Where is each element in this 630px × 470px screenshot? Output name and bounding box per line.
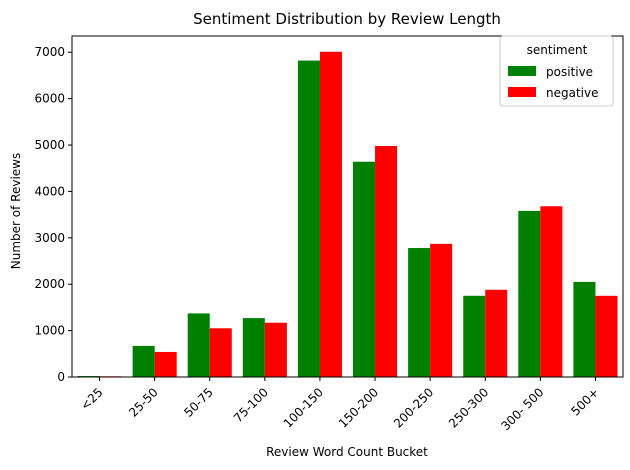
y-tick-label: 0 bbox=[57, 370, 65, 384]
x-tick-label: 250-300 bbox=[446, 385, 491, 430]
bars bbox=[77, 51, 618, 378]
x-tick-label: 75-100 bbox=[231, 385, 271, 425]
bar-positive-9 bbox=[573, 281, 596, 377]
y-tick-label: 7000 bbox=[34, 45, 65, 59]
y-tick-label: 6000 bbox=[34, 92, 65, 106]
legend-label-positive: positive bbox=[546, 65, 593, 79]
bar-negative-2 bbox=[209, 328, 232, 377]
legend-title: sentiment bbox=[527, 43, 588, 57]
legend: sentiment positive negative bbox=[499, 35, 614, 107]
y-tick-label: 2000 bbox=[34, 277, 65, 291]
bar-positive-2 bbox=[187, 313, 210, 377]
y-tick-label: 3000 bbox=[34, 231, 65, 245]
legend-swatch-negative bbox=[508, 87, 536, 97]
bar-positive-3 bbox=[242, 318, 265, 377]
bar-positive-6 bbox=[408, 248, 431, 377]
x-tick-label: <25 bbox=[78, 385, 106, 413]
bar-positive-7 bbox=[463, 295, 486, 377]
x-tick-label: 50-75 bbox=[181, 385, 216, 420]
bar-negative-1 bbox=[154, 351, 177, 377]
x-tick-label: 200-250 bbox=[391, 385, 436, 430]
chart-title: Sentiment Distribution by Review Length bbox=[193, 10, 501, 28]
y-tick-label: 1000 bbox=[34, 324, 65, 338]
x-tick-label: 500+ bbox=[568, 385, 601, 418]
bar-positive-1 bbox=[132, 345, 155, 377]
y-axis-label: Number of Reviews bbox=[9, 153, 23, 269]
bar-negative-4 bbox=[319, 51, 342, 378]
bar-positive-5 bbox=[353, 161, 376, 377]
bar-positive-4 bbox=[297, 60, 320, 378]
x-tick-label: 300- 500 bbox=[498, 385, 546, 433]
x-axis-ticks: <25 25-50 50-75 75-100 100-150 150-200 200-250… bbox=[78, 377, 602, 433]
bar-negative-6 bbox=[430, 243, 453, 377]
bar-negative-8 bbox=[540, 206, 563, 377]
bar-negative-3 bbox=[264, 322, 287, 377]
bar-negative-7 bbox=[485, 289, 508, 377]
x-tick-label: 25-50 bbox=[126, 385, 161, 420]
y-tick-label: 5000 bbox=[34, 138, 65, 152]
x-axis-label: Review Word Count Bucket bbox=[266, 445, 428, 459]
plot-frame bbox=[71, 35, 624, 378]
legend-label-negative: negative bbox=[546, 86, 598, 100]
legend-swatch-positive bbox=[508, 66, 536, 76]
y-axis-ticks: 0 1000 2000 3000 4000 5000 6000 7000 bbox=[34, 45, 72, 384]
x-tick-label: 150-200 bbox=[336, 385, 381, 430]
x-tick-label: 100-150 bbox=[281, 385, 326, 430]
bar-positive-8 bbox=[518, 210, 541, 377]
y-tick-label: 4000 bbox=[34, 184, 65, 198]
bar-negative-9 bbox=[595, 295, 618, 377]
bar-negative-5 bbox=[375, 145, 398, 377]
